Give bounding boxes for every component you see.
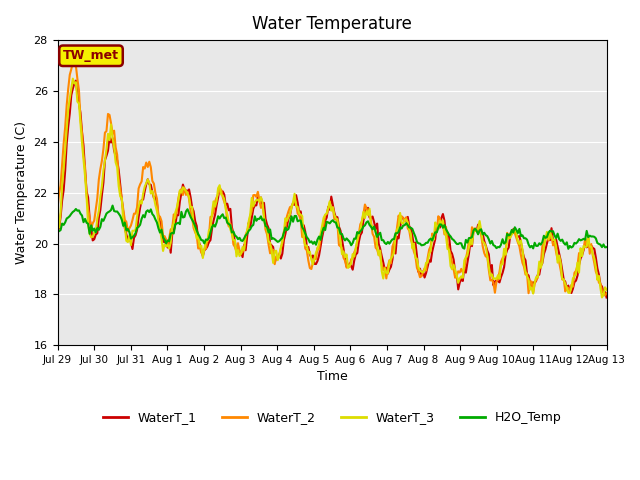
WaterT_2 [54, 205, 61, 211]
WaterT_1 [122, 231, 130, 237]
H2O_Temp [54, 228, 61, 234]
WaterT_1 [237, 249, 245, 255]
H2O_Temp [295, 217, 303, 223]
X-axis label: Time: Time [317, 371, 348, 384]
H2O_Temp [575, 236, 583, 242]
WaterT_1 [54, 226, 61, 232]
WaterT_3 [54, 224, 61, 229]
WaterT_1 [603, 295, 611, 300]
Legend: WaterT_1, WaterT_2, WaterT_3, H2O_Temp: WaterT_1, WaterT_2, WaterT_3, H2O_Temp [98, 407, 566, 430]
WaterT_1 [295, 210, 303, 216]
WaterT_3 [246, 212, 254, 217]
Line: H2O_Temp: H2O_Temp [58, 205, 607, 249]
WaterT_1 [246, 224, 254, 230]
WaterT_3 [603, 287, 611, 293]
WaterT_2 [601, 293, 609, 299]
H2O_Temp [246, 227, 254, 232]
Y-axis label: Water Temperature (C): Water Temperature (C) [15, 121, 28, 264]
WaterT_3 [237, 251, 245, 257]
WaterT_2 [70, 60, 78, 65]
WaterT_1 [573, 273, 581, 278]
WaterT_1 [72, 78, 80, 84]
WaterT_2 [122, 219, 130, 225]
WaterT_3 [69, 76, 77, 82]
WaterT_3 [295, 211, 303, 216]
WaterT_3 [573, 260, 581, 265]
H2O_Temp [603, 244, 611, 250]
Line: WaterT_1: WaterT_1 [58, 81, 607, 298]
Title: Water Temperature: Water Temperature [252, 15, 412, 33]
WaterT_2 [219, 194, 227, 200]
H2O_Temp [219, 211, 227, 217]
H2O_Temp [109, 203, 116, 208]
WaterT_2 [573, 263, 581, 268]
H2O_Temp [237, 238, 245, 243]
Line: WaterT_3: WaterT_3 [58, 79, 607, 298]
WaterT_2 [603, 290, 611, 296]
H2O_Temp [122, 228, 130, 233]
WaterT_1 [219, 189, 227, 194]
WaterT_2 [295, 213, 303, 218]
WaterT_3 [219, 193, 227, 199]
WaterT_2 [237, 250, 245, 256]
WaterT_2 [246, 213, 254, 218]
Text: TW_met: TW_met [63, 49, 119, 62]
WaterT_3 [122, 238, 130, 244]
H2O_Temp [564, 246, 572, 252]
Line: WaterT_2: WaterT_2 [58, 62, 607, 296]
WaterT_3 [598, 295, 606, 300]
